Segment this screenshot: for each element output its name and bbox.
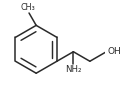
Text: NH₂: NH₂ <box>65 65 82 74</box>
Text: OH: OH <box>108 47 121 56</box>
Text: CH₃: CH₃ <box>21 3 35 12</box>
